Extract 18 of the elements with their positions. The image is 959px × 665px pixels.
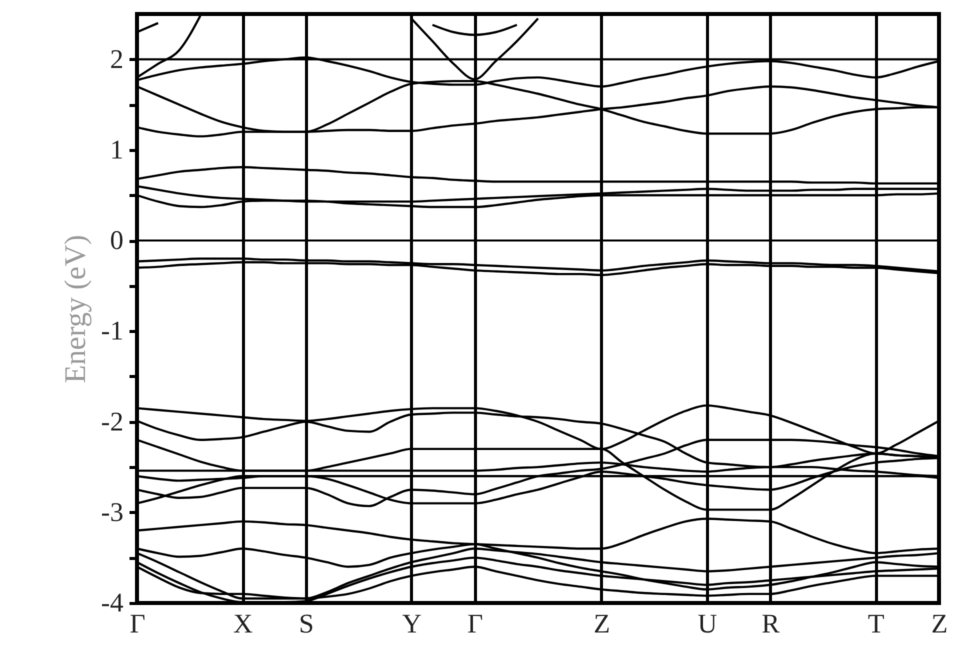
x-tick-label: R [762,608,780,638]
x-tick-label: X [233,608,254,638]
x-tick-label: Z [594,608,610,638]
x-tick-label: T [868,608,885,638]
y-tick-label: -2 [101,406,124,436]
y-tick-label: 0 [110,225,124,256]
x-tick-label: Y [402,608,422,638]
y-tick-label: -1 [101,316,124,346]
x-tick-label: Γ [467,608,483,638]
x-tick-label: U [698,608,718,638]
y-tick-label: 2 [110,44,124,74]
y-tick-label: 1 [110,134,124,164]
y-tick-label: -4 [101,588,124,618]
y-axis-title: Energy (eV) [59,234,92,384]
x-tick-label: Γ [130,608,146,638]
x-tick-label: Z [931,608,948,638]
y-tick-label: -3 [101,496,124,527]
x-tick-label: S [298,608,314,638]
